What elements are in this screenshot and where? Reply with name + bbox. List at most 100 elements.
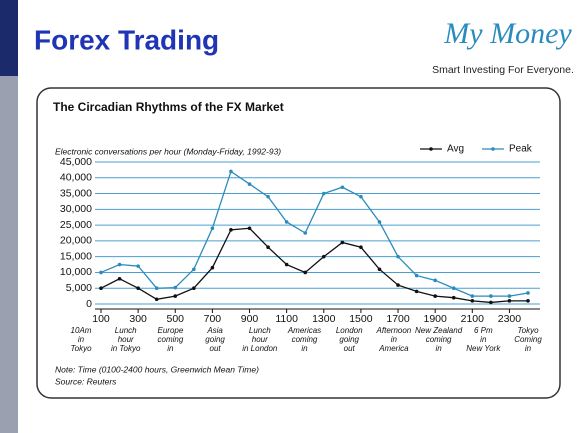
point [173,285,178,290]
y-tick-label: 15,000 [60,250,92,262]
point [451,286,456,291]
annotation: Tokyo [70,344,92,353]
point [173,294,178,298]
annotation: in [301,344,308,353]
annotation: Afternoon [376,326,412,335]
y-tick-label: 10,000 [60,266,92,278]
legend-label: Peak [509,144,533,155]
annotation: Lunch [249,326,271,335]
annotation: hour [252,335,268,344]
x-tick-label: 1500 [349,313,373,325]
point [266,194,270,199]
annotation: out [210,344,222,353]
point [396,283,400,287]
series-line [100,227,528,304]
legend-label: Avg [447,144,464,155]
x-tick-label: 2100 [461,313,485,325]
point [247,226,252,231]
source: Source: Reuters [55,376,117,386]
annotation: out [344,344,356,353]
point [507,294,512,298]
point [99,286,103,291]
point [303,231,308,235]
annotation: going [205,335,225,344]
y-tick-label: 25,000 [60,219,92,231]
point [154,286,159,291]
point [321,254,326,259]
chart-frame [36,87,561,399]
annotation: coming [158,335,184,344]
annotation: in [78,335,85,344]
x-tick-label: 100 [92,313,110,325]
annotation: in London [242,344,278,353]
point [489,294,493,298]
point [489,300,493,305]
side-bar-top [0,0,18,76]
annotation: in [525,344,532,353]
y-tick-label: 20,000 [60,235,92,247]
y-tick-label: 5,000 [66,282,92,294]
point [117,262,122,267]
point [136,264,140,268]
annotation: Americas [287,326,321,335]
x-tick-label: 900 [241,313,259,325]
side-bar [0,0,18,433]
y-tick-label: 0 [86,298,92,310]
x-tick-label: 1100 [275,313,298,325]
point [192,267,196,272]
point [210,226,215,231]
annotation: Lunch [115,326,137,335]
point [99,270,103,275]
series-line [100,170,529,297]
annotation: in [480,335,487,344]
y-tick-label: 30,000 [60,203,92,215]
y-tick-label: 35,000 [60,187,92,199]
chart-title: The Circadian Rhythms of the FX Market [53,100,284,114]
annotation: 10Am [71,326,92,335]
point [433,294,437,298]
legend-marker [491,147,495,151]
annotation: in Tokyo [111,344,141,353]
point [451,295,456,300]
point [284,220,289,224]
point [136,286,140,291]
x-tick-label: 1700 [386,313,410,325]
annotation: hour [118,335,134,344]
annotation: in [167,344,174,353]
chart-subtitle: Electronic conversations per hour (Monda… [55,146,281,156]
y-tick-label: 40,000 [60,172,92,184]
point [340,185,345,190]
annotation: Europe [158,326,184,335]
point [470,294,475,298]
point [154,297,159,302]
annotation: 6 Pm [474,326,493,335]
slide-title: Forex Trading [34,24,219,55]
tagline: Smart Investing For Everyone. [432,64,574,76]
annotation: London [336,326,363,335]
point [396,254,400,259]
point [284,262,289,267]
point [229,169,233,174]
point [359,194,363,199]
annotation: Asia [206,326,223,335]
annotation: in [435,344,442,353]
annotation: in [391,335,398,344]
annotation: Coming [514,335,542,344]
x-tick-label: 1300 [312,313,336,325]
annotation: America [378,344,409,353]
annotation: New York [466,344,501,353]
point [414,273,419,278]
x-tick-label: 700 [204,313,222,325]
point [303,270,308,275]
x-tick-label: 2300 [498,313,522,325]
point [266,245,270,249]
point [470,299,475,303]
annotation: New Zealand [415,326,463,335]
point [229,228,233,232]
point [210,265,215,270]
point [507,299,512,303]
point [377,267,382,272]
x-tick-label: 500 [166,313,184,325]
annotation: coming [426,335,452,344]
